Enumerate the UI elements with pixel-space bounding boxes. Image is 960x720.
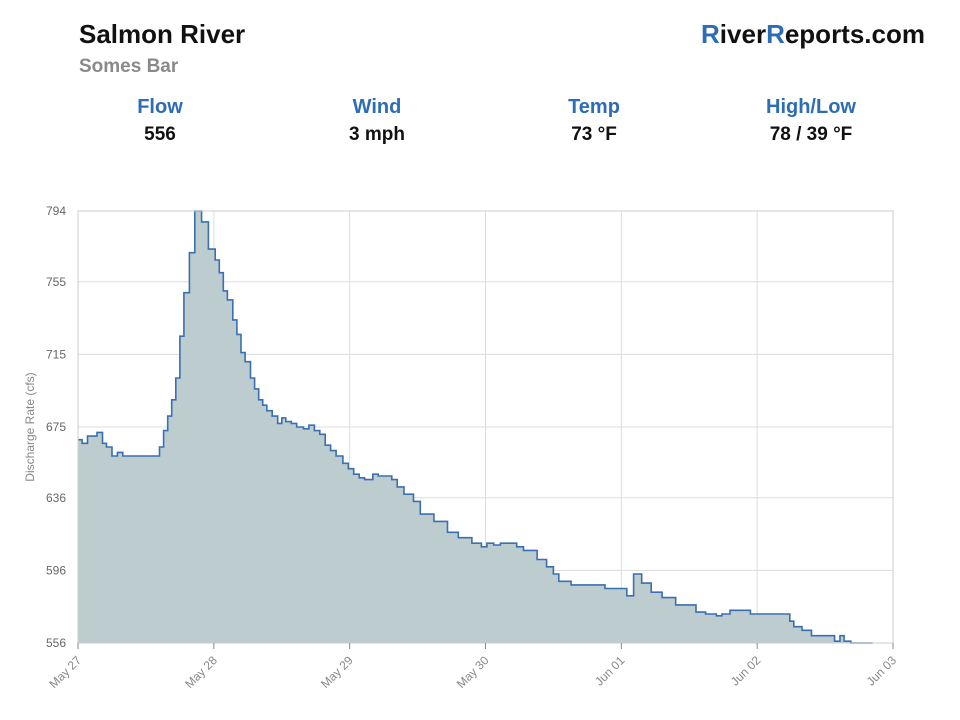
- brand-letter-r1: R: [701, 19, 720, 49]
- y-tick-label: 596: [46, 563, 66, 577]
- discharge-area: [78, 211, 873, 643]
- page-subtitle: Somes Bar: [79, 56, 179, 77]
- stat-wind-value: 3 mph: [349, 124, 405, 145]
- y-tick-label: 675: [46, 420, 66, 434]
- brand-letter-r2: R: [766, 19, 785, 49]
- x-tick-label: May 28: [182, 653, 220, 691]
- y-tick-label: 556: [46, 636, 66, 650]
- y-tick-label: 755: [46, 275, 66, 289]
- x-tick-label: May 29: [318, 653, 356, 691]
- brand-logo[interactable]: RiverReports.com: [701, 19, 925, 50]
- brand-part-2: eports.com: [784, 19, 925, 49]
- stat-high-low: High/Low 78 / 39 °F: [711, 96, 911, 146]
- stat-flow-label: Flow: [137, 96, 183, 118]
- stat-temp-label: Temp: [568, 96, 620, 118]
- y-axis-label: Discharge Rate (cfs): [23, 372, 37, 481]
- x-tick-label: Jun 02: [728, 653, 764, 689]
- y-axis: 556 596 636 675 715 755 794: [46, 204, 66, 650]
- y-tick-label: 715: [46, 347, 66, 361]
- x-tick-label: Jun 01: [592, 653, 628, 689]
- page-title: Salmon River: [79, 19, 246, 49]
- stat-high-low-label: High/Low: [766, 96, 856, 118]
- stat-flow: Flow 556: [60, 96, 260, 146]
- y-tick-label: 794: [46, 204, 66, 218]
- discharge-line: [78, 210, 873, 644]
- x-tick-label: May 30: [454, 653, 492, 691]
- x-axis: May 27 May 28 May 29 May 30 Jun 01 Jun 02 Jun …: [46, 643, 899, 691]
- brand-part-1: iver: [719, 19, 767, 49]
- stat-wind-label: Wind: [352, 96, 402, 118]
- x-tick-label: Jun 03: [864, 653, 900, 689]
- stat-wind: Wind 3 mph: [277, 96, 477, 146]
- stat-flow-value: 556: [144, 124, 176, 145]
- x-tick-label: May 27: [46, 653, 84, 691]
- y-tick-label: 636: [46, 491, 66, 505]
- stat-high-low-value: 78 / 39 °F: [769, 124, 853, 145]
- stat-temp-value: 73 °F: [571, 124, 617, 145]
- stat-temp: Temp 73 °F: [494, 96, 694, 146]
